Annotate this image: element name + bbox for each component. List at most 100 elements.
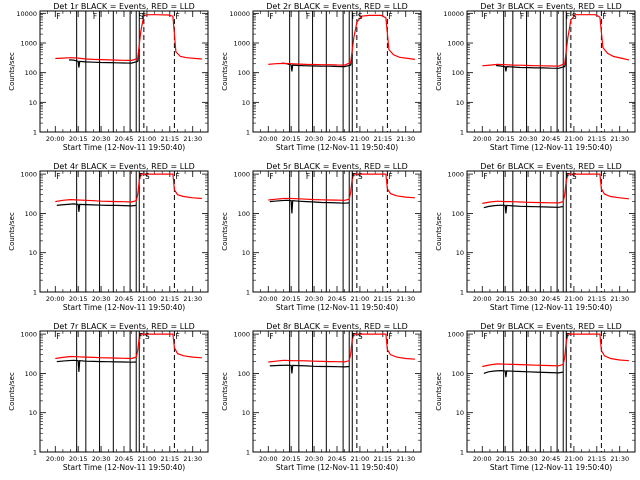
flag-marker: F [175,332,179,341]
y-axis-label: Counts/sec [435,212,443,251]
x-tick-label: 20:15 [496,135,515,143]
x-tick-label: 21:15 [587,135,606,143]
chart-title: Det 4r BLACK = Events, RED = LLD [53,162,195,171]
x-tick-label: 20:45 [115,455,134,463]
y-tick-label: 1000 [20,40,37,48]
x-tick-label: 21:30 [183,295,202,303]
y-tick-label: 100 [452,370,464,378]
chart-title: Det 5r BLACK = Events, RED = LLD [266,162,408,171]
y-tick-label: 10 [29,409,37,417]
x-tick-label: 20:30 [519,455,538,463]
flag-marker: F [602,172,606,181]
lld-series-line [268,173,415,201]
chart-title: Det 1r BLACK = Events, RED = LLD [53,2,195,11]
plot-frame [252,330,422,453]
chart-title: Det 3r BLACK = Events, RED = LLD [480,2,622,11]
x-axis-label: Start Time (12-Nov-11 19:50:40) [63,463,185,472]
flag-marker: S [572,172,577,181]
x-tick-label: 20:15 [496,295,515,303]
y-tick-label: 10000 [229,10,250,18]
flag-marker: F [483,172,487,181]
x-tick-label: 20:45 [542,135,561,143]
x-tick-label: 21:15 [373,295,392,303]
x-tick-label: 21:30 [183,135,202,143]
x-tick-label: 21:15 [160,295,179,303]
x-tick-label: 20:15 [69,455,88,463]
x-axis-label: Start Time (12-Nov-11 19:50:40) [490,143,612,152]
x-tick-label: 20:00 [46,135,65,143]
flag-marker: F [306,172,310,181]
flag-marker: F [93,12,97,21]
plot-frame [466,10,636,133]
y-tick-label: 10 [242,249,250,257]
x-tick-label: 20:45 [328,295,347,303]
x-tick-label: 21:00 [351,135,370,143]
y-axis-label: Counts/sec [8,52,16,91]
chart-title: Det 2r BLACK = Events, RED = LLD [266,2,408,11]
y-axis-label: Counts/sec [221,52,229,91]
flag-marker: F [56,12,60,21]
x-tick-label: 21:15 [160,135,179,143]
flag-marker: F [566,332,570,341]
chart-title: Det 7r BLACK = Events, RED = LLD [53,322,195,331]
x-tick-label: 20:00 [259,455,278,463]
x-tick-label: 21:00 [138,135,157,143]
x-tick-label: 20:00 [259,135,278,143]
y-tick-label: 10 [456,409,464,417]
flag-marker: F [388,332,392,341]
flag-marker: F [269,332,273,341]
x-tick-label: 20:00 [473,455,492,463]
flag-marker: S [358,12,363,21]
x-tick-label: 20:15 [282,295,301,303]
chart-panel-2: Det 2r BLACK = Events, RED = LLD 1 10 100 10… [221,2,422,152]
flag-marker: S [139,12,144,21]
flag-marker: F [352,332,356,341]
x-tick-label: 20:30 [92,135,111,143]
y-tick-label: 100 [25,210,37,218]
y-tick-label: 1 [33,289,37,297]
flag-marker: F [139,332,143,341]
plot-frame [466,170,636,293]
y-tick-label: 10 [29,99,37,107]
x-tick-label: 20:00 [46,455,65,463]
flag-marker: F [483,12,487,21]
x-tick-label: 20:30 [305,295,324,303]
x-tick-label: 20:30 [92,295,111,303]
x-tick-label: 20:45 [328,455,347,463]
chart-title: Det 9r BLACK = Events, RED = LLD [480,322,622,331]
x-tick-label: 20:45 [328,135,347,143]
events-series-line [269,199,350,214]
x-axis-label: Start Time (12-Nov-11 19:50:40) [276,143,398,152]
plot-frame [39,330,209,453]
x-tick-label: 21:15 [373,135,392,143]
chart-panel-5: Det 5r BLACK = Events, RED = LLD 1 10 100 10… [221,162,422,312]
x-axis-label: Start Time (12-Nov-11 19:50:40) [490,303,612,312]
events-series-line [495,58,567,72]
events-series-line [269,364,350,374]
events-series-line [483,369,564,378]
events-series-line [68,49,140,68]
lld-series-line [482,14,630,67]
y-tick-label: 1 [460,289,464,297]
chart-title: Det 6r BLACK = Events, RED = LLD [480,162,622,171]
x-tick-label: 20:30 [519,295,538,303]
y-tick-label: 1 [246,449,250,457]
y-tick-label: 100 [25,69,37,77]
x-tick-label: 21:00 [351,295,370,303]
flag-marker: S [145,172,150,181]
lld-series-line [482,173,629,204]
y-axis-label: Counts/sec [435,52,443,91]
lld-series-line [268,14,415,66]
x-tick-label: 21:15 [160,455,179,463]
flag-marker: F [352,172,356,181]
x-tick-label: 20:00 [473,295,492,303]
lld-series-line [55,14,202,62]
x-tick-label: 21:30 [396,455,415,463]
x-tick-label: 21:00 [138,295,157,303]
y-axis-label: Counts/sec [221,212,229,251]
x-tick-label: 20:45 [542,295,561,303]
flag-marker: F [566,172,570,181]
y-tick-label: 1000 [447,331,464,339]
y-axis-label: Counts/sec [435,372,443,411]
flag-marker: F [602,12,606,21]
